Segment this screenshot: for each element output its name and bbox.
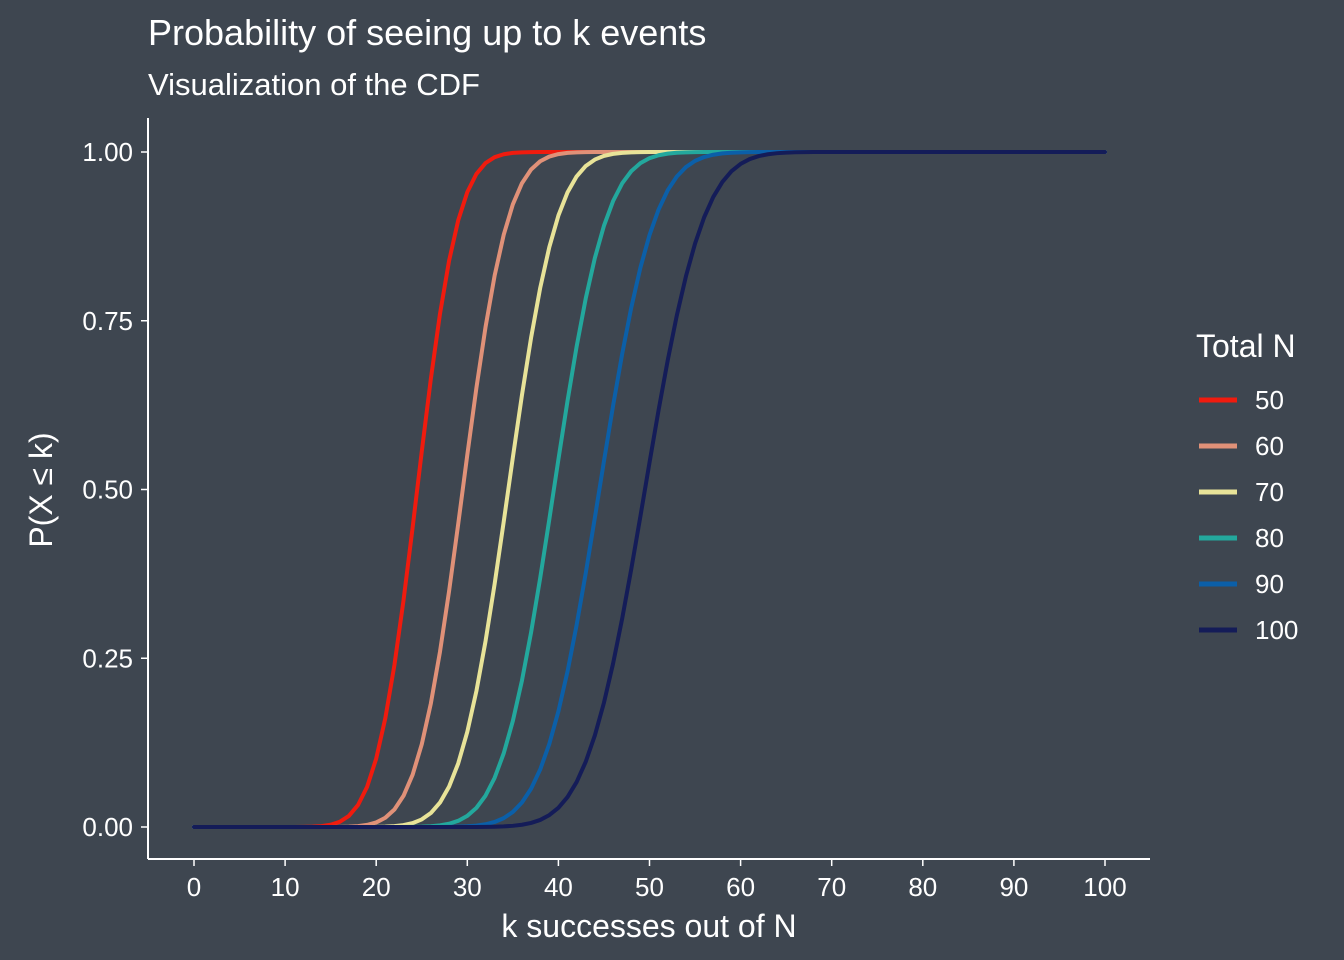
y-tick-label: 0.75	[82, 306, 133, 336]
x-tick-label: 90	[999, 872, 1028, 902]
y-axis-ticks: 0.00 0.25 0.50 0.75 1.00	[82, 137, 148, 842]
legend-label-n100: 100	[1255, 615, 1298, 645]
y-tick-label: 1.00	[82, 137, 133, 167]
x-tick-label: 10	[271, 872, 300, 902]
x-tick-label: 100	[1083, 872, 1126, 902]
y-tick-label: 0.00	[82, 812, 133, 842]
x-tick-label: 30	[453, 872, 482, 902]
series-line-n50	[192, 150, 1107, 829]
legend-label-n80: 80	[1255, 523, 1284, 553]
x-axis-label: k successes out of N	[501, 908, 796, 944]
series-line-n80	[192, 150, 1107, 829]
x-tick-label: 60	[726, 872, 755, 902]
y-tick-label: 0.25	[82, 643, 133, 673]
legend-label-n70: 70	[1255, 477, 1284, 507]
series-line-n90	[192, 150, 1107, 829]
x-axis-ticks: 0 10 20 30 40 50 60 70 80 90 100	[187, 859, 1127, 902]
legend-title: Total N	[1196, 328, 1296, 364]
x-tick-label: 80	[908, 872, 937, 902]
x-tick-label: 40	[544, 872, 573, 902]
x-tick-label: 70	[817, 872, 846, 902]
chart-title: Probability of seeing up to k events	[148, 12, 706, 53]
legend-label-n90: 90	[1255, 569, 1284, 599]
x-tick-label: 20	[362, 872, 391, 902]
y-tick-label: 0.50	[82, 475, 133, 505]
chart-subtitle: Visualization of the CDF	[148, 67, 480, 102]
series-group	[192, 150, 1107, 829]
series-line-n70	[192, 150, 1107, 829]
y-axis-label: P(X ≤ k)	[23, 432, 59, 547]
series-line-n100	[192, 150, 1107, 829]
legend-label-n60: 60	[1255, 431, 1284, 461]
legend-items: 50 60 70 80 90 100	[1199, 385, 1298, 645]
legend-label-n50: 50	[1255, 385, 1284, 415]
series-line-n60	[192, 150, 1107, 829]
x-tick-label: 0	[187, 872, 201, 902]
x-tick-label: 50	[635, 872, 664, 902]
legend: Total N 50 60 70 80 90 100	[1196, 328, 1298, 645]
